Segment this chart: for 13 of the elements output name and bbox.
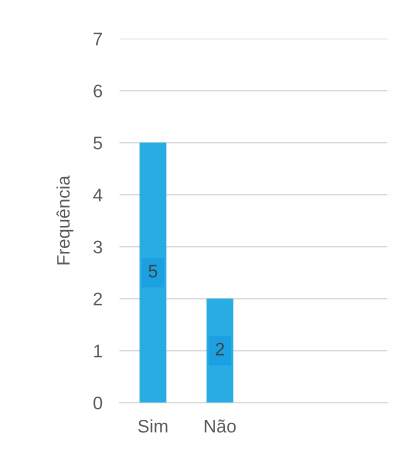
data-label: 5 <box>148 264 158 278</box>
y-tick-label: 2 <box>94 292 102 306</box>
y-tick-label: 4 <box>93 188 102 202</box>
x-tick-label: Sim <box>138 419 168 433</box>
y-tick-label: 3 <box>93 240 102 254</box>
y-tick-label: 0 <box>93 396 102 410</box>
y-tick-label: 7 <box>94 32 102 46</box>
y-tick-label: 1 <box>94 344 102 358</box>
x-tick-label: Não <box>204 419 236 433</box>
y-tick-label: 5 <box>93 136 102 150</box>
y-tick-label: 6 <box>94 84 102 98</box>
data-label: 2 <box>216 342 224 356</box>
y-axis-title: Frequência <box>56 176 74 264</box>
